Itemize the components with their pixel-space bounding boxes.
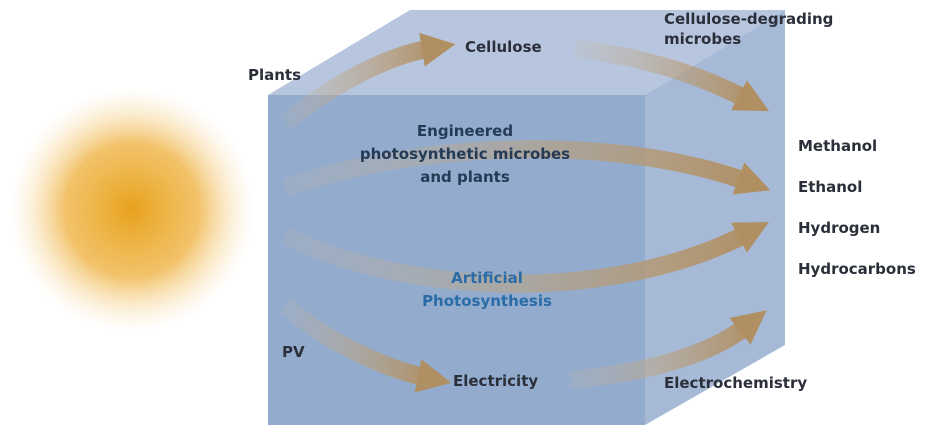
label: photosynthetic microbes — [360, 145, 570, 163]
label: Engineered — [417, 122, 513, 140]
product: Ethanol — [798, 178, 862, 196]
label: Plants — [248, 66, 301, 84]
product: Hydrogen — [798, 219, 880, 237]
label: PV — [282, 343, 305, 361]
sun — [10, 88, 254, 332]
label: Electricity — [453, 372, 538, 390]
label: and plants — [420, 168, 510, 186]
label: Cellulose — [465, 38, 542, 56]
label: Photosynthesis — [422, 292, 552, 310]
diagram: Plants Cellulose Cellulose-degrading mic… — [0, 0, 933, 425]
label: microbes — [664, 30, 741, 48]
product: Hydrocarbons — [798, 260, 916, 278]
label: Artificial — [451, 269, 523, 287]
label: Electrochemistry — [664, 374, 807, 392]
label: Cellulose-degrading — [664, 10, 833, 28]
product: Methanol — [798, 137, 877, 155]
